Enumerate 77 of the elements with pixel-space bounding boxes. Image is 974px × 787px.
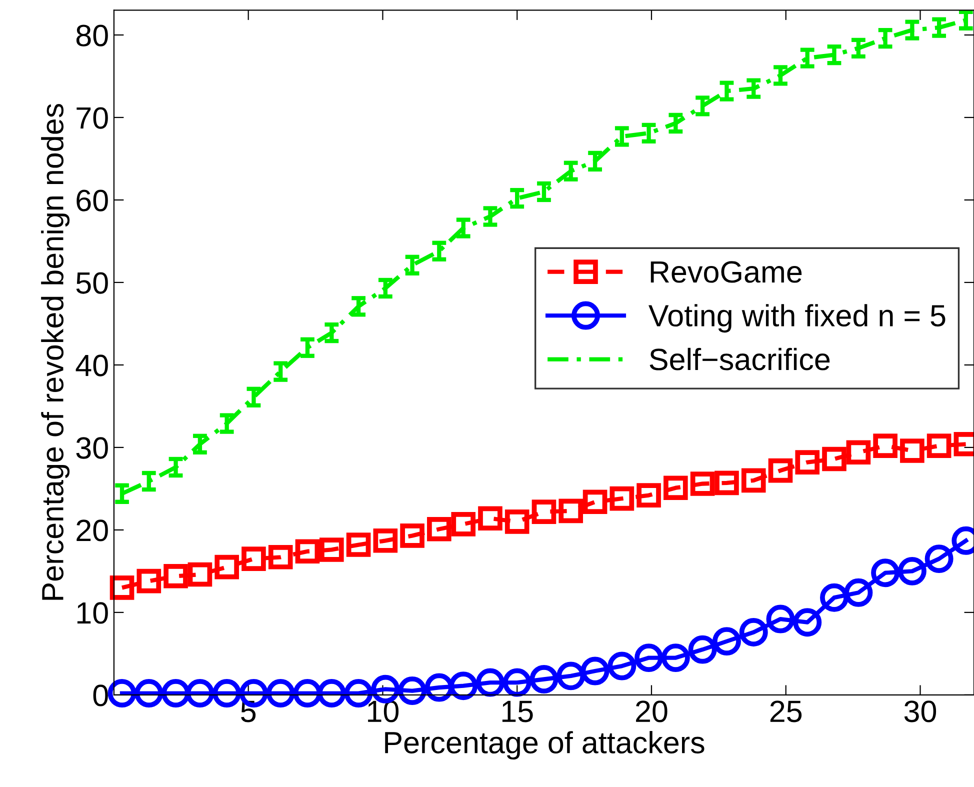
- point: [871, 558, 900, 588]
- point: [212, 679, 242, 708]
- x-tick-label: 15: [502, 700, 533, 722]
- point: [926, 434, 952, 458]
- point: [449, 672, 478, 700]
- y-tick-label: 70: [76, 107, 108, 129]
- point: [820, 583, 848, 612]
- point: [530, 665, 558, 694]
- point: [110, 576, 134, 600]
- point: [268, 545, 293, 570]
- point: [398, 676, 427, 706]
- point: [186, 679, 214, 708]
- point: [451, 512, 476, 536]
- x-tick-label: 10: [368, 700, 399, 722]
- point: [714, 470, 739, 496]
- y-tick-label: 80: [76, 24, 108, 46]
- y-axis-title: Percentage of revoked benign nodes: [41, 104, 70, 600]
- legend-label: Self−sacrifice: [650, 348, 830, 370]
- point: [558, 498, 584, 524]
- x-tick-label: 30: [904, 700, 936, 722]
- point: [898, 556, 926, 586]
- point: [556, 662, 586, 690]
- y-tick-label: 0: [93, 684, 108, 706]
- point: [532, 500, 556, 524]
- point: [766, 604, 795, 634]
- point: [582, 490, 608, 514]
- point: [795, 450, 820, 474]
- point: [266, 679, 295, 708]
- point: [844, 578, 873, 607]
- y-tick-label: 40: [76, 354, 108, 376]
- point: [346, 532, 371, 557]
- point: [188, 562, 212, 587]
- point: [295, 539, 320, 564]
- point: [661, 644, 690, 672]
- point: [822, 446, 846, 472]
- point: [634, 644, 664, 672]
- point: [134, 679, 164, 708]
- point: [690, 472, 715, 496]
- point: [400, 524, 424, 548]
- point: [739, 618, 768, 646]
- y-tick-label: 50: [76, 272, 108, 294]
- legend-label: Voting with fixed n = 5: [648, 304, 946, 333]
- point: [478, 506, 502, 531]
- y-tick-label: 30: [76, 437, 108, 459]
- point: [873, 434, 898, 458]
- point: [846, 440, 871, 465]
- point: [793, 608, 822, 637]
- point: [424, 673, 454, 702]
- point: [580, 656, 610, 686]
- point: [320, 538, 344, 562]
- legend-label: RevoGame: [650, 261, 802, 283]
- x-tick-label: 20: [636, 700, 668, 722]
- point: [476, 668, 504, 697]
- point: [164, 564, 188, 588]
- y-tick-label: 20: [76, 520, 108, 542]
- x-tick-label: 25: [770, 700, 802, 722]
- point: [108, 679, 136, 708]
- point: [900, 438, 924, 463]
- point: [373, 528, 398, 553]
- point: [136, 568, 162, 594]
- y-tick-label: 60: [76, 190, 108, 212]
- y-tick-label: 10: [77, 602, 108, 624]
- point: [688, 635, 717, 664]
- point: [741, 468, 766, 493]
- point: [214, 554, 239, 580]
- point: [924, 544, 954, 574]
- point: [608, 652, 636, 680]
- point: [636, 483, 661, 508]
- point: [712, 627, 741, 656]
- point: [768, 458, 793, 483]
- point: [610, 486, 634, 511]
- point: [502, 668, 532, 697]
- point: [504, 510, 530, 534]
- x-axis-title: Percentage of attackers: [385, 731, 704, 760]
- point: [427, 516, 452, 542]
- point: [664, 476, 688, 500]
- point: [242, 546, 266, 571]
